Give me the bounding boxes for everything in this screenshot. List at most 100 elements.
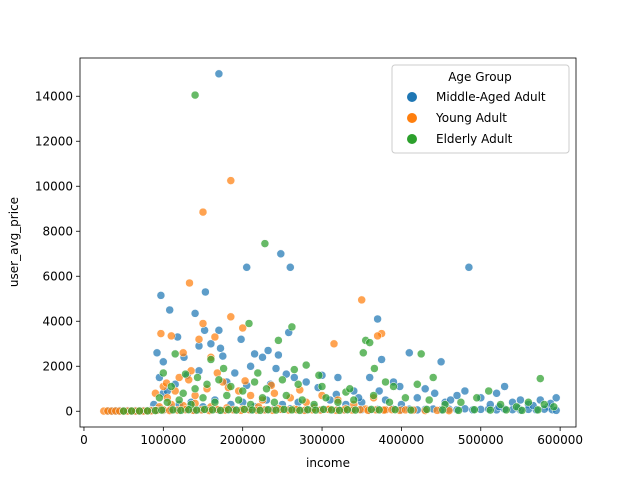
data-point bbox=[301, 360, 311, 370]
data-point bbox=[155, 393, 164, 403]
data-point bbox=[524, 398, 533, 407]
data-point bbox=[238, 386, 247, 396]
data-point bbox=[349, 395, 359, 405]
data-point bbox=[176, 406, 186, 415]
data-point bbox=[365, 338, 374, 347]
data-point bbox=[208, 405, 217, 415]
data-point bbox=[127, 406, 136, 416]
data-point bbox=[163, 398, 172, 407]
data-point bbox=[260, 239, 270, 248]
data-point bbox=[472, 393, 482, 403]
data-point bbox=[377, 355, 386, 364]
plot-frame bbox=[79, 57, 577, 428]
y-tick-label: 6000 bbox=[42, 269, 73, 283]
data-point bbox=[201, 287, 210, 297]
y-axis-label: user_avg_price bbox=[7, 197, 21, 287]
data-point bbox=[278, 375, 287, 385]
data-point bbox=[290, 365, 299, 374]
data-point bbox=[385, 398, 394, 407]
data-point bbox=[470, 405, 479, 414]
data-point bbox=[282, 391, 291, 400]
data-point bbox=[464, 263, 474, 272]
x-axis: 0 100000 200000 300000 400000 500000 600000 bbox=[80, 427, 583, 447]
data-point bbox=[244, 319, 254, 328]
data-point bbox=[486, 405, 495, 415]
data-point bbox=[276, 249, 286, 259]
legend-title: Age Group bbox=[448, 70, 512, 84]
data-point bbox=[373, 331, 382, 341]
data-point bbox=[301, 377, 311, 387]
data-point bbox=[143, 406, 152, 416]
data-point bbox=[367, 405, 376, 414]
data-point bbox=[428, 373, 438, 382]
data-point bbox=[413, 393, 422, 403]
legend-entry-label: Elderly Adult bbox=[436, 132, 513, 146]
x-tick-label: 100000 bbox=[140, 433, 186, 447]
data-point bbox=[202, 380, 212, 389]
x-tick-label: 600000 bbox=[537, 433, 583, 447]
data-point bbox=[262, 384, 271, 394]
data-point bbox=[446, 395, 455, 405]
data-point bbox=[210, 332, 220, 342]
data-point bbox=[263, 346, 273, 355]
data-point bbox=[516, 395, 525, 405]
data-point bbox=[159, 368, 168, 378]
data-point bbox=[240, 376, 250, 386]
data-point bbox=[374, 386, 384, 396]
legend-marker bbox=[407, 134, 417, 144]
legend: Age Group Middle-Aged Adult Young Adult El… bbox=[391, 64, 570, 154]
data-point bbox=[246, 391, 255, 400]
legend-entries: Middle-Aged Adult Young Adult Elderly Adul… bbox=[407, 90, 546, 146]
data-point bbox=[406, 405, 416, 415]
data-point bbox=[329, 339, 339, 349]
data-point bbox=[226, 382, 236, 391]
legend-box bbox=[391, 64, 570, 154]
data-point bbox=[456, 398, 466, 407]
data-point bbox=[230, 368, 240, 378]
data-point bbox=[181, 369, 190, 379]
data-point bbox=[206, 339, 216, 349]
data-point bbox=[253, 368, 263, 378]
data-point bbox=[401, 393, 410, 403]
data-point bbox=[416, 349, 426, 359]
x-tick-label: 500000 bbox=[458, 433, 504, 447]
data-point bbox=[286, 263, 295, 272]
data-point bbox=[190, 309, 200, 318]
data-point bbox=[246, 362, 255, 371]
data-point bbox=[369, 391, 378, 400]
data-point bbox=[496, 400, 505, 409]
data-point bbox=[210, 398, 220, 407]
data-point bbox=[190, 90, 200, 100]
data-point bbox=[327, 405, 336, 415]
data-point bbox=[165, 305, 174, 315]
x-axis-label: income bbox=[306, 456, 350, 470]
y-tick-label: 10000 bbox=[35, 179, 73, 193]
y-tick-label: 0 bbox=[65, 404, 73, 418]
data-point bbox=[270, 398, 279, 407]
data-point bbox=[178, 348, 188, 358]
data-point bbox=[198, 319, 208, 328]
data-point bbox=[258, 393, 267, 403]
data-point bbox=[279, 405, 289, 414]
data-point bbox=[359, 348, 368, 358]
data-point bbox=[549, 402, 559, 412]
data-point bbox=[247, 405, 257, 415]
data-point bbox=[351, 405, 360, 415]
data-point bbox=[370, 364, 379, 373]
data-point bbox=[381, 377, 390, 387]
data-point bbox=[297, 395, 307, 405]
data-point bbox=[206, 355, 216, 364]
data-point bbox=[319, 405, 328, 414]
data-point bbox=[198, 207, 208, 217]
points-layer bbox=[99, 69, 561, 416]
data-point bbox=[178, 389, 188, 398]
data-point bbox=[167, 331, 176, 341]
data-point bbox=[156, 329, 166, 338]
data-point bbox=[214, 375, 224, 385]
data-point bbox=[430, 389, 439, 398]
legend-entry-label: Middle-Aged Adult bbox=[436, 90, 546, 104]
data-point bbox=[438, 405, 447, 415]
data-point bbox=[242, 263, 251, 272]
data-point bbox=[365, 373, 374, 382]
